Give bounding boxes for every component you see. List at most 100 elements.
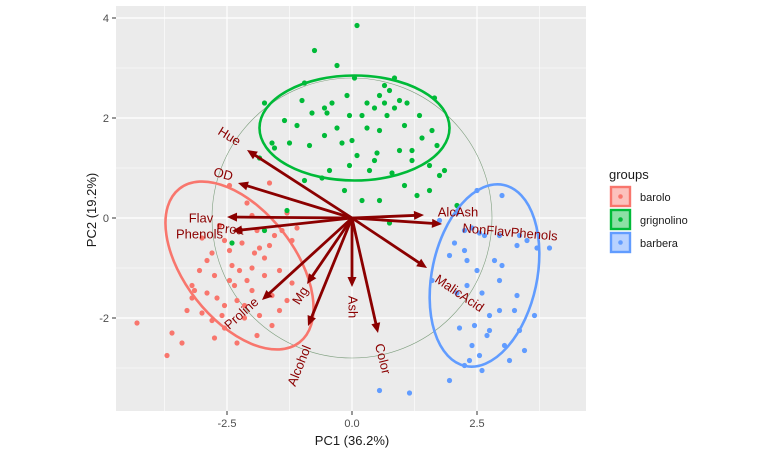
data-point-barbera xyxy=(469,225,475,231)
data-point-barolo xyxy=(209,250,215,256)
data-point-grignolino xyxy=(376,127,383,134)
y-tick-label: -2 xyxy=(99,313,109,325)
legend-title: groups xyxy=(609,167,649,182)
plot-panel xyxy=(116,6,586,411)
data-point-barbera xyxy=(514,292,520,299)
data-point-grignolino xyxy=(381,100,388,106)
data-point-grignolino xyxy=(426,187,433,194)
arrowhead-ash xyxy=(347,277,357,287)
data-point-barbera xyxy=(456,325,463,331)
arrow-alcohol xyxy=(308,217,354,323)
data-point-grignolino xyxy=(339,140,345,146)
y-tick-label: 0 xyxy=(103,213,109,225)
data-point-grignolino xyxy=(341,187,348,194)
data-point-grignolino xyxy=(354,152,360,159)
data-point-grignolino xyxy=(261,100,268,106)
data-point-barbera xyxy=(476,352,483,359)
data-point-barolo xyxy=(211,335,218,341)
legend-key-point xyxy=(618,194,623,199)
data-point-grignolino xyxy=(391,105,398,111)
x-tick-label: 2.5 xyxy=(469,418,484,430)
data-point-barolo xyxy=(236,267,243,274)
data-point-grignolino xyxy=(301,177,308,184)
data-point-grignolino xyxy=(364,100,370,106)
x-axis-title: PC1 (36.2%) xyxy=(315,433,389,448)
data-point-grignolino xyxy=(396,147,403,154)
legend-key-point xyxy=(618,217,623,222)
data-point-barbera xyxy=(436,217,443,224)
data-point-barbera xyxy=(514,242,520,249)
arrow-od xyxy=(241,182,353,220)
data-point-barolo xyxy=(229,262,235,269)
data-point-grignolino xyxy=(271,145,278,151)
data-point-grignolino xyxy=(364,125,370,131)
legend-item-barbera: barbera xyxy=(609,231,679,254)
data-point-barolo xyxy=(191,287,198,294)
data-point-grignolino xyxy=(404,100,410,106)
data-point-barbera xyxy=(476,230,483,236)
legend-label-barbera: barbera xyxy=(640,238,679,250)
data-point-barolo xyxy=(234,340,240,346)
data-point-barolo xyxy=(196,267,203,274)
data-point-grignolino xyxy=(321,105,328,111)
data-point-grignolino xyxy=(389,170,395,176)
group-ellipses xyxy=(164,74,541,368)
arrowhead-flav xyxy=(227,212,238,222)
data-point-grignolino xyxy=(359,112,365,119)
data-point-grignolino xyxy=(261,227,268,234)
data-point-barbera xyxy=(454,290,460,296)
data-point-grignolino xyxy=(426,162,433,169)
arrow-mg xyxy=(308,217,354,282)
variable-label-alcash: AlcAsh xyxy=(438,204,478,219)
arrowhead-alcash xyxy=(413,210,424,220)
data-point-barbera xyxy=(491,257,498,264)
data-point-barbera xyxy=(464,282,470,289)
data-point-grignolino xyxy=(329,100,335,106)
data-point-grignolino xyxy=(371,105,378,111)
data-point-barbera xyxy=(446,252,453,259)
data-point-barbera xyxy=(524,237,530,244)
legend-item-grignolino: grignolino xyxy=(609,208,688,231)
data-point-grignolino xyxy=(294,122,300,129)
data-point-grignolino xyxy=(346,112,353,119)
data-point-barolo xyxy=(249,287,255,294)
arrowhead-proline xyxy=(262,289,273,300)
arrowhead-malicacid xyxy=(416,258,427,268)
data-point-barbera xyxy=(499,192,505,199)
data-point-grignolino xyxy=(396,97,403,104)
data-point-grignolino xyxy=(366,167,373,174)
data-point-barolo xyxy=(199,235,205,241)
data-point-barbera xyxy=(546,245,553,251)
data-point-barbera xyxy=(464,257,470,264)
data-point-grignolino xyxy=(286,140,293,146)
data-point-barolo xyxy=(221,302,228,309)
data-point-barolo xyxy=(199,310,205,316)
data-point-barbera xyxy=(479,367,485,374)
data-point-grignolino xyxy=(299,97,305,104)
y-axis-title: PC2 (19.2%) xyxy=(84,173,99,247)
data-point-barbera xyxy=(446,377,453,384)
data-point-barbera xyxy=(406,390,413,396)
data-point-barbera xyxy=(521,347,528,354)
variable-label-phenols: Phenols xyxy=(176,226,223,241)
data-point-barolo xyxy=(211,272,218,279)
data-point-barolo xyxy=(254,332,260,339)
data-point-barolo xyxy=(271,232,278,239)
data-point-barbera xyxy=(479,290,485,296)
data-point-grignolino xyxy=(269,140,275,146)
data-point-grignolino xyxy=(409,147,415,154)
data-point-grignolino xyxy=(429,127,435,134)
arrowhead-od xyxy=(238,181,249,191)
data-point-grignolino xyxy=(349,137,355,144)
data-point-grignolino xyxy=(359,197,365,204)
data-point-grignolino xyxy=(381,82,388,89)
arrowhead-mg xyxy=(307,273,317,284)
loading-arrows xyxy=(227,150,442,333)
arrow-hue xyxy=(249,150,353,220)
data-point-barolo xyxy=(266,180,273,186)
data-point-barbera xyxy=(496,232,503,239)
data-point-grignolino xyxy=(416,112,423,119)
variable-label-proa: Proa xyxy=(216,220,245,237)
data-point-barolo xyxy=(204,290,210,296)
